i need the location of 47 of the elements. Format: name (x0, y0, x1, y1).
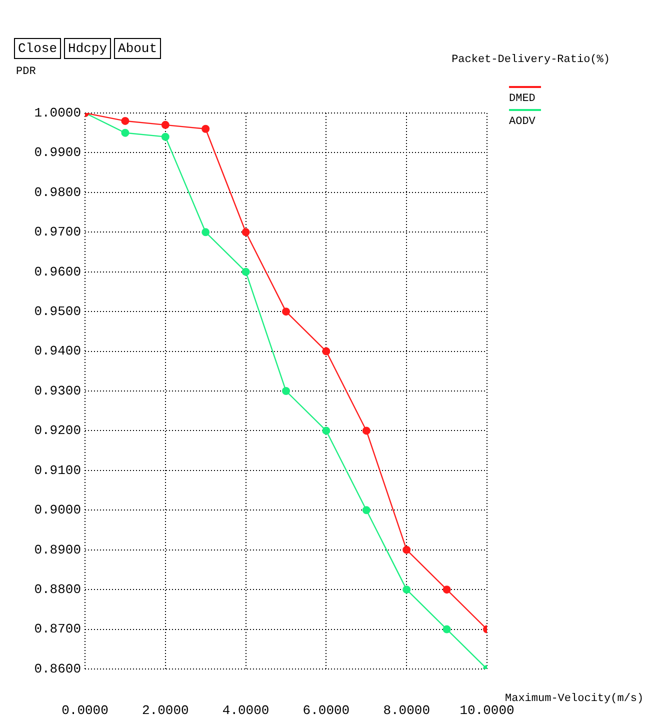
point (362, 506, 370, 514)
y-axis-title: PDR (16, 66, 36, 78)
point (202, 124, 210, 133)
point (202, 228, 210, 236)
point (322, 347, 330, 356)
y-tick-label: 0.9600 (34, 264, 81, 280)
y-tick-label: 0.9200 (34, 423, 81, 438)
text: About (114, 38, 162, 59)
point (322, 426, 330, 435)
x-tick-label: 10.0000 (460, 703, 514, 718)
x-tick-label: 0.0000 (62, 703, 108, 718)
y-tick-label: 0.9300 (34, 383, 81, 398)
legend-label: DMED (509, 93, 536, 105)
x-axis-title: Maximum-Velocity(m/s) (505, 693, 644, 705)
point (121, 116, 130, 125)
point (242, 228, 250, 236)
point (161, 132, 170, 141)
y-tick-label: 0.9400 (34, 344, 81, 359)
point (121, 128, 130, 137)
point (161, 120, 170, 129)
point (442, 625, 451, 634)
y-tick-label: 0.8800 (34, 582, 81, 598)
y-tick-label: 0.9800 (34, 184, 81, 200)
text: Packet-Delivery-Ratio(%) (452, 54, 610, 66)
point (442, 586, 451, 594)
y-tick-label: 0.8700 (34, 622, 81, 637)
y-tick-label: 0.9000 (34, 502, 81, 518)
x-tick-label: 6.0000 (302, 703, 350, 718)
x-tick-label: 2.0000 (142, 703, 189, 718)
point (242, 268, 250, 276)
text: Hdcpy (64, 38, 112, 59)
point (402, 546, 411, 554)
y-tick-label: 0.9100 (34, 462, 81, 478)
y-tick-label: 0.8600 (34, 661, 81, 676)
point (362, 426, 370, 435)
y-tick-label: 1.0000 (34, 105, 81, 120)
y-tick-label: 0.9500 (34, 304, 81, 320)
text: Close (14, 38, 62, 59)
point (402, 586, 411, 594)
y-tick-label: 0.9900 (34, 145, 81, 160)
x-tick-label: 8.0000 (383, 703, 430, 718)
point (282, 387, 290, 395)
point (282, 308, 290, 316)
y-tick-label: 0.8900 (34, 542, 81, 558)
x-tick-label: 4.0000 (222, 703, 270, 718)
legend-label: AODV (509, 116, 536, 128)
y-tick-label: 0.9700 (34, 224, 81, 240)
